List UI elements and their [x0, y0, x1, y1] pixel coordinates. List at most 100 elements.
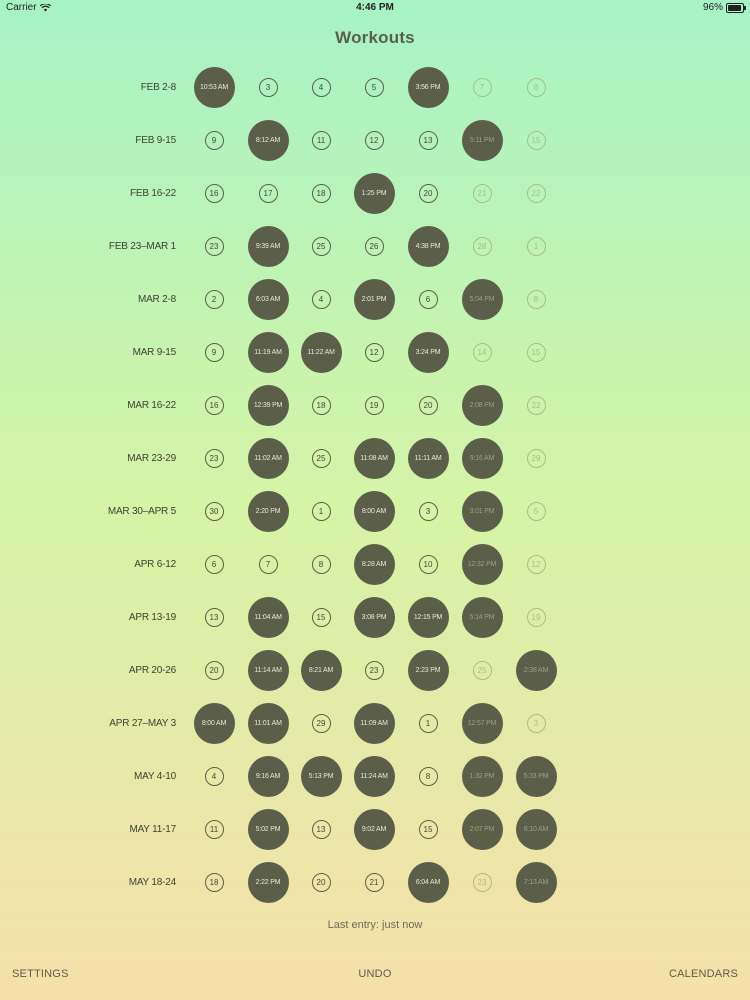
day-cell[interactable]: 13: [188, 591, 241, 644]
day-cell[interactable]: 11:14 AM: [242, 644, 295, 697]
day-cell[interactable]: 2:38 AM: [510, 644, 563, 697]
day-number[interactable]: 21: [364, 873, 384, 892]
day-cell[interactable]: 11:09 AM: [348, 697, 401, 750]
day-cell[interactable]: 20: [295, 856, 348, 909]
day-number[interactable]: 22: [526, 396, 546, 415]
day-cell[interactable]: 17: [242, 167, 295, 220]
day-cell[interactable]: 19: [348, 379, 401, 432]
day-number[interactable]: 10: [418, 555, 438, 574]
day-number[interactable]: 16: [204, 184, 224, 203]
day-cell[interactable]: 26: [348, 220, 401, 273]
day-cell[interactable]: 2:20 PM: [242, 485, 295, 538]
day-number[interactable]: 1: [311, 502, 331, 521]
workout-entry[interactable]: 8:12 AM: [247, 120, 289, 161]
day-cell[interactable]: 6: [402, 273, 455, 326]
day-cell[interactable]: 8: [510, 61, 563, 114]
day-cell[interactable]: 9:02 AM: [348, 803, 401, 856]
workout-entry[interactable]: 5:14 PM: [461, 597, 503, 638]
workout-entry[interactable]: 11:14 AM: [247, 650, 289, 691]
day-cell[interactable]: 1: [295, 485, 348, 538]
workout-entry[interactable]: 2:07 PM: [461, 809, 503, 850]
workout-entry[interactable]: 8:28 AM: [353, 544, 395, 585]
day-cell[interactable]: 1: [510, 220, 563, 273]
workout-entry[interactable]: 6:04 AM: [407, 862, 449, 903]
day-cell[interactable]: 2:23 PM: [402, 644, 455, 697]
day-number[interactable]: 25: [311, 237, 331, 256]
workout-entry[interactable]: 10:53 AM: [193, 67, 235, 108]
day-number[interactable]: 3: [418, 502, 438, 521]
calendars-button[interactable]: CALENDARS: [668, 968, 738, 980]
workout-entry[interactable]: 12:32 PM: [461, 544, 503, 585]
day-number[interactable]: 26: [364, 237, 384, 256]
day-cell[interactable]: 12: [348, 114, 401, 167]
day-cell[interactable]: 18: [295, 379, 348, 432]
workout-entry[interactable]: 3:01 PM: [461, 491, 503, 532]
workout-entry[interactable]: 12:39 PM: [247, 385, 289, 426]
day-cell[interactable]: 8: [295, 538, 348, 591]
day-cell[interactable]: 16: [188, 167, 241, 220]
day-cell[interactable]: 20: [402, 167, 455, 220]
day-cell[interactable]: 11:19 AM: [242, 326, 295, 379]
day-cell[interactable]: 6: [188, 538, 241, 591]
day-cell[interactable]: 11:22 AM: [295, 326, 348, 379]
day-cell[interactable]: 2:01 PM: [348, 273, 401, 326]
day-cell[interactable]: 11: [295, 114, 348, 167]
day-number[interactable]: 7: [258, 555, 278, 574]
workout-entry[interactable]: 11:09 AM: [353, 703, 395, 744]
day-number[interactable]: 13: [311, 820, 331, 839]
workout-entry[interactable]: 5:13 PM: [300, 756, 342, 797]
day-cell[interactable]: 18: [295, 167, 348, 220]
workout-entry[interactable]: 8:21 AM: [300, 650, 342, 691]
day-number[interactable]: 20: [418, 396, 438, 415]
day-number[interactable]: 14: [472, 343, 492, 362]
day-cell[interactable]: 1:32 PM: [456, 750, 509, 803]
day-cell[interactable]: 14: [456, 326, 509, 379]
day-number[interactable]: 8: [526, 78, 546, 97]
day-cell[interactable]: 10: [402, 538, 455, 591]
day-cell[interactable]: 12: [510, 538, 563, 591]
workout-entry[interactable]: 9:02 AM: [353, 809, 395, 850]
day-number[interactable]: 18: [311, 184, 331, 203]
day-cell[interactable]: 3:56 PM: [402, 61, 455, 114]
day-cell[interactable]: 18: [188, 856, 241, 909]
day-cell[interactable]: 6:03 AM: [242, 273, 295, 326]
day-cell[interactable]: 1:25 PM: [348, 167, 401, 220]
day-cell[interactable]: 23: [188, 432, 241, 485]
day-number[interactable]: 13: [418, 131, 438, 150]
day-number[interactable]: 2: [204, 290, 224, 309]
day-cell[interactable]: 12: [348, 326, 401, 379]
day-cell[interactable]: 23: [456, 856, 509, 909]
day-cell[interactable]: 16: [188, 379, 241, 432]
day-number[interactable]: 5: [364, 78, 384, 97]
workout-entry[interactable]: 11:01 AM: [247, 703, 289, 744]
day-cell[interactable]: 22: [510, 379, 563, 432]
day-cell[interactable]: 12:15 PM: [402, 591, 455, 644]
workout-entry[interactable]: 3:24 PM: [407, 332, 449, 373]
day-cell[interactable]: 12:32 PM: [456, 538, 509, 591]
day-cell[interactable]: 9: [188, 326, 241, 379]
day-number[interactable]: 4: [311, 290, 331, 309]
day-number[interactable]: 12: [364, 131, 384, 150]
workout-entry[interactable]: 5:33 PM: [515, 756, 557, 797]
workout-entry[interactable]: 12:57 PM: [461, 703, 503, 744]
workout-entry[interactable]: 2:01 PM: [353, 279, 395, 320]
day-cell[interactable]: 5:11 PM: [456, 114, 509, 167]
workout-entry[interactable]: 2:20 PM: [247, 491, 289, 532]
day-cell[interactable]: 15: [510, 326, 563, 379]
day-cell[interactable]: 15: [402, 803, 455, 856]
workout-entry[interactable]: 2:08 PM: [461, 385, 503, 426]
day-cell[interactable]: 8: [402, 750, 455, 803]
day-cell[interactable]: 3:08 PM: [348, 591, 401, 644]
day-number[interactable]: 29: [311, 714, 331, 733]
day-cell[interactable]: 13: [295, 803, 348, 856]
workout-entry[interactable]: 11:02 AM: [247, 438, 289, 479]
day-number[interactable]: 4: [204, 767, 224, 786]
workout-entry[interactable]: 5:11 PM: [461, 120, 503, 161]
day-cell[interactable]: 3: [402, 485, 455, 538]
workout-entry[interactable]: 9:16 AM: [461, 438, 503, 479]
day-number[interactable]: 12: [364, 343, 384, 362]
day-cell[interactable]: 2:22 PM: [242, 856, 295, 909]
day-number[interactable]: 23: [204, 449, 224, 468]
workout-entry[interactable]: 3:08 PM: [353, 597, 395, 638]
day-number[interactable]: 29: [526, 449, 546, 468]
